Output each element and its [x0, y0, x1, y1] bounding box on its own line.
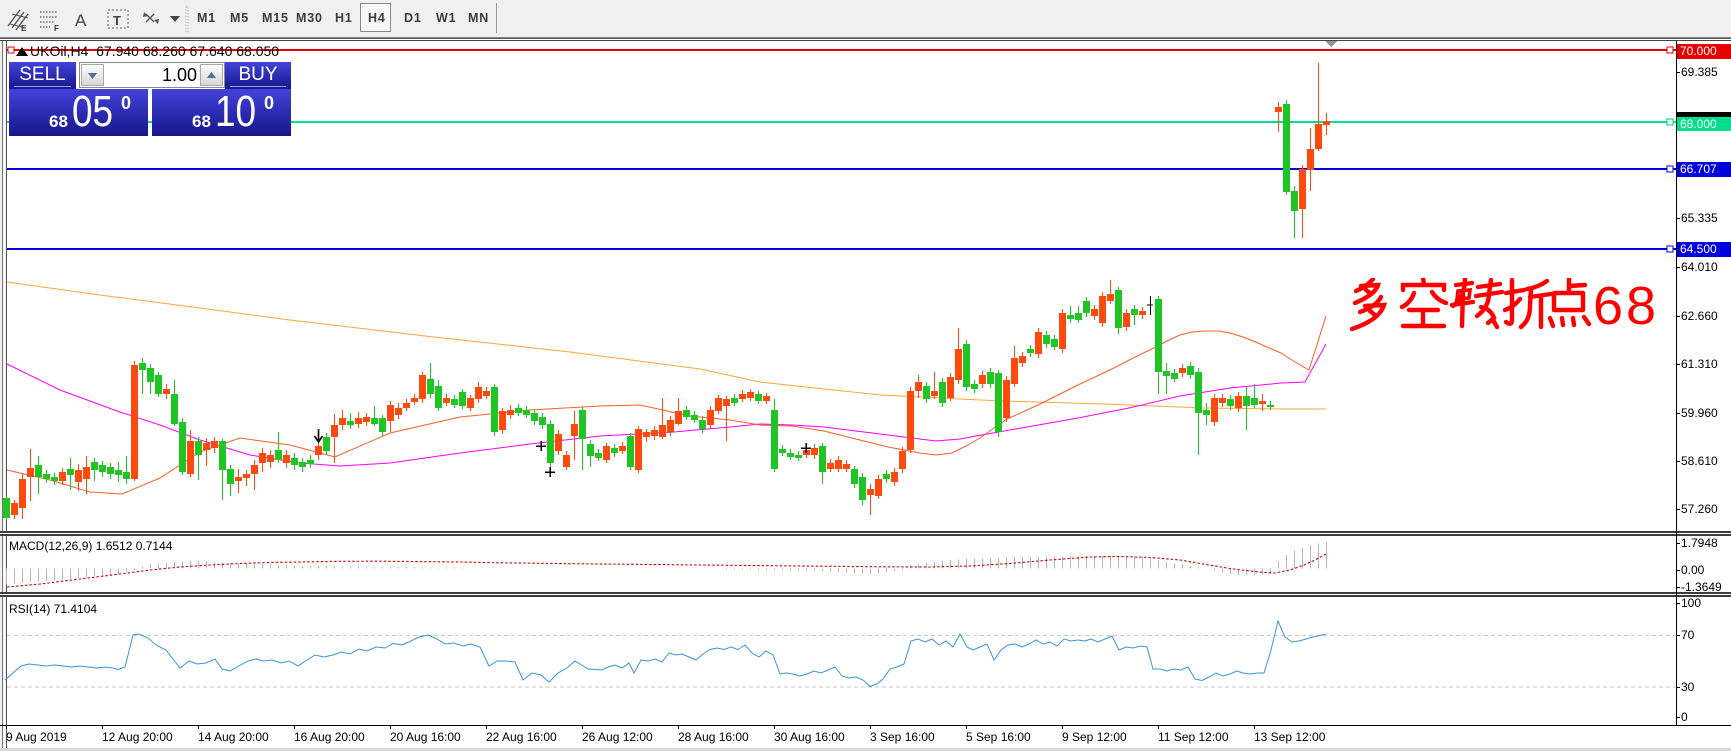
svg-text:F: F [54, 24, 59, 33]
svg-text:T: T [113, 13, 121, 28]
svg-text:68: 68 [1593, 278, 1659, 332]
svg-text:A: A [75, 11, 87, 30]
svg-text:E: E [21, 24, 27, 33]
